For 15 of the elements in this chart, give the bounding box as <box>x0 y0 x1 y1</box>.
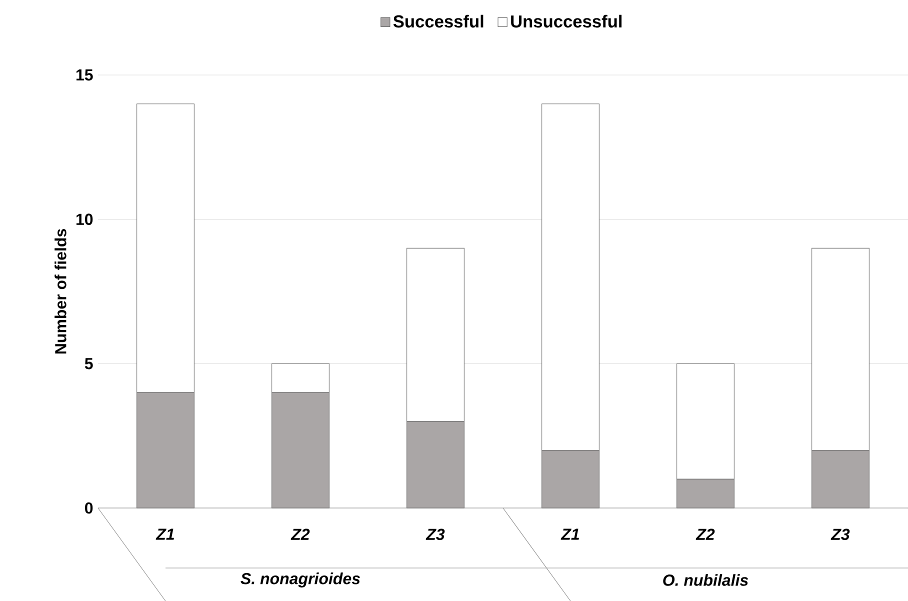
y-tick-label: 5 <box>84 358 93 370</box>
legend-label: Successful <box>393 14 484 28</box>
x-tick-label: Z1 <box>156 528 174 540</box>
y-tick-label: 0 <box>85 502 93 514</box>
legend-label: Unsuccessful <box>511 14 622 28</box>
text: O. nubilalis <box>663 574 748 586</box>
x-tick-label: Z3 <box>830 528 850 540</box>
y-tick-label: 15 <box>76 69 93 81</box>
x-tick-label: Z2 <box>290 528 310 540</box>
y-axis-title: Number of fields <box>54 229 66 354</box>
x-tick-label: Z3 <box>426 528 445 540</box>
x-tick-label: Z2 <box>696 528 715 540</box>
y-tick-label: 10 <box>76 214 93 225</box>
x-tick-label: Z1 <box>560 528 579 540</box>
text: S. nonagrioides <box>240 572 360 588</box>
